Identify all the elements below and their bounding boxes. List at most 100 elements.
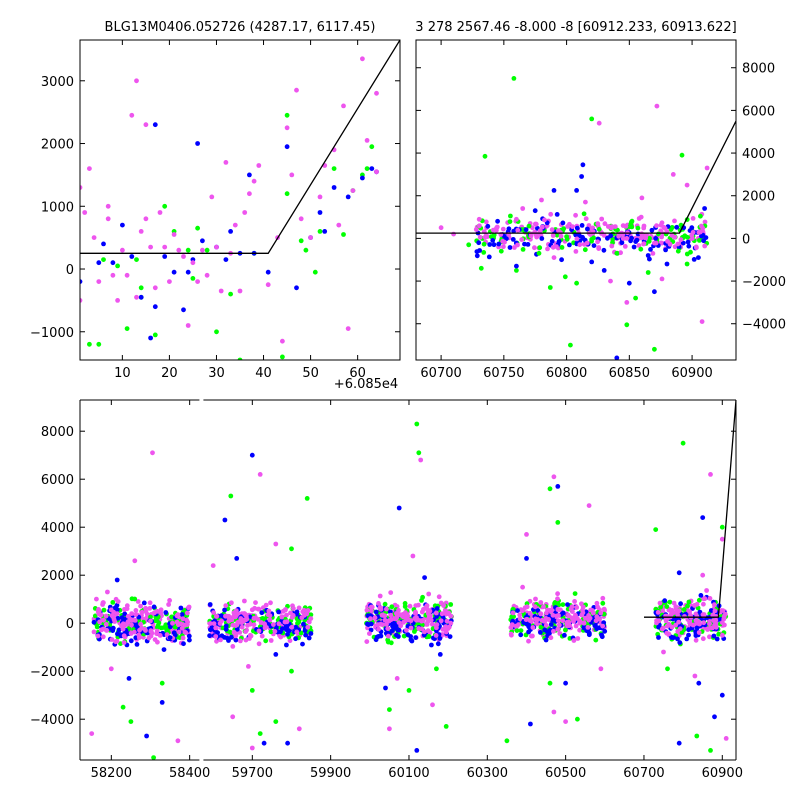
bottom-cluster-point <box>600 595 606 601</box>
top-right-x-tick-label: 60850 <box>609 366 650 381</box>
bottom-green-point <box>304 496 310 501</box>
bottom-cluster-point <box>555 626 561 632</box>
bottom-cluster-point <box>555 606 561 612</box>
bottom-cluster-point <box>416 602 421 608</box>
top-left-blue-point <box>294 285 299 291</box>
bottom-cluster-point <box>422 629 427 635</box>
top-right-cluster-point <box>620 223 626 229</box>
top-left-x-tick-label: 60 <box>349 366 366 381</box>
bottom-cluster-point <box>690 622 696 628</box>
bottom-cluster-point <box>164 632 170 638</box>
bottom-cluster-point <box>101 617 106 623</box>
top-left-blue-point <box>317 210 323 215</box>
top-right-y-tick-label: −2000 <box>742 275 786 290</box>
top-left-green-point <box>124 326 130 331</box>
bottom-cluster-point <box>588 607 594 613</box>
top-right-cluster-point <box>528 231 534 237</box>
bottom-cluster-point <box>577 618 583 624</box>
bottom-cluster-point <box>91 619 97 625</box>
bottom-cluster-point <box>291 606 296 611</box>
bottom-cluster-point <box>267 613 273 619</box>
bottom-cluster-point <box>396 620 402 625</box>
bottom-cluster-point <box>167 598 173 603</box>
top-left-green-point <box>298 238 304 244</box>
top-right-cluster-point <box>685 239 691 245</box>
top-right-cluster-point <box>675 241 681 247</box>
bottom-cluster-point <box>664 604 670 609</box>
bottom-cluster-point <box>693 637 699 643</box>
top-right-cluster-point <box>672 218 677 224</box>
top-right-cluster-point <box>556 228 561 234</box>
bottom-cluster-point <box>708 608 714 613</box>
bottom-cluster-point <box>384 621 389 627</box>
bottom-cluster-point <box>659 626 665 632</box>
top-left-magenta-point <box>167 279 172 284</box>
top-right-cluster-point <box>605 235 610 241</box>
top-left-points <box>80 40 400 360</box>
top-left-blue-point <box>96 260 102 266</box>
bottom-cluster-point <box>686 632 691 638</box>
bottom-green-point <box>653 527 659 532</box>
bottom-magenta-point <box>387 726 392 732</box>
bottom-cluster-point <box>124 622 129 627</box>
top-left-magenta-point <box>223 160 229 165</box>
top-right-green-point <box>511 76 517 81</box>
bottom-cluster-point <box>180 616 186 622</box>
bottom-cluster-point <box>564 621 570 627</box>
top-right-cluster-point <box>545 246 550 252</box>
top-left-magenta-point <box>82 210 88 215</box>
top-right-cluster-point <box>602 221 608 227</box>
bottom-cluster-point <box>539 617 545 623</box>
bottom-cluster-point <box>560 618 566 624</box>
top-left-magenta-point <box>298 216 304 222</box>
bottom-cluster-point <box>114 638 120 644</box>
top-right-cluster-point <box>669 232 675 238</box>
bottom-cluster-point <box>437 636 443 641</box>
top-right-cluster-point <box>601 247 607 253</box>
top-right-cluster-point <box>581 211 587 217</box>
top-right-cluster-point <box>570 224 575 230</box>
bottom-blue-point <box>543 637 549 643</box>
bottom-blue-point <box>285 740 290 746</box>
top-left-magenta-point <box>176 247 182 253</box>
top-right-cluster-point <box>483 233 489 238</box>
top-right-cluster-point <box>680 240 686 246</box>
top-left-magenta-point <box>143 122 149 128</box>
bottom-cluster-point <box>207 633 213 639</box>
bottom-cluster-point <box>94 596 99 602</box>
bottom-green-point <box>128 719 134 724</box>
top-left-y-tick-label: 3000 <box>41 75 74 90</box>
top-right-cluster-point <box>522 241 527 247</box>
bottom-cluster-point <box>364 639 370 644</box>
top-left-blue-point <box>152 304 158 310</box>
bottom-cluster-point <box>538 600 544 605</box>
bottom-green-point <box>665 666 670 672</box>
bottom-cluster-point <box>148 614 153 620</box>
bottom-cluster-point <box>406 617 411 623</box>
bottom-cluster-point <box>151 604 157 610</box>
bottom-blue-point <box>144 733 150 739</box>
top-left-blue-point <box>228 229 234 234</box>
bottom-cluster-point <box>306 635 312 641</box>
top-right-cluster-point <box>565 224 571 229</box>
bottom-cluster-point <box>538 624 544 630</box>
top-right-x-tick-label: 60700 <box>420 366 461 381</box>
bottom-y-tick-label: 6000 <box>41 473 74 488</box>
bottom-cluster-point <box>585 625 591 630</box>
bottom-cluster-point <box>182 622 188 628</box>
bottom-cluster-point <box>701 601 706 607</box>
top-right-cluster-point <box>622 244 628 249</box>
bottom-blue-point <box>414 748 420 753</box>
top-right-y-tick-label: −4000 <box>742 318 786 333</box>
bottom-cluster-point <box>687 619 693 625</box>
bottom-cluster-point <box>284 624 290 630</box>
top-right-cluster-point <box>702 243 708 249</box>
bottom-magenta-point <box>105 589 110 595</box>
top-left-blue-point <box>331 185 337 190</box>
top-right-magenta-point <box>596 120 602 126</box>
top-left-magenta-point <box>232 222 238 228</box>
bottom-cluster-point <box>276 621 282 627</box>
top-left-blue-point <box>101 241 106 247</box>
bottom-cluster-point <box>533 596 538 602</box>
top-right-cluster-point <box>494 224 500 230</box>
